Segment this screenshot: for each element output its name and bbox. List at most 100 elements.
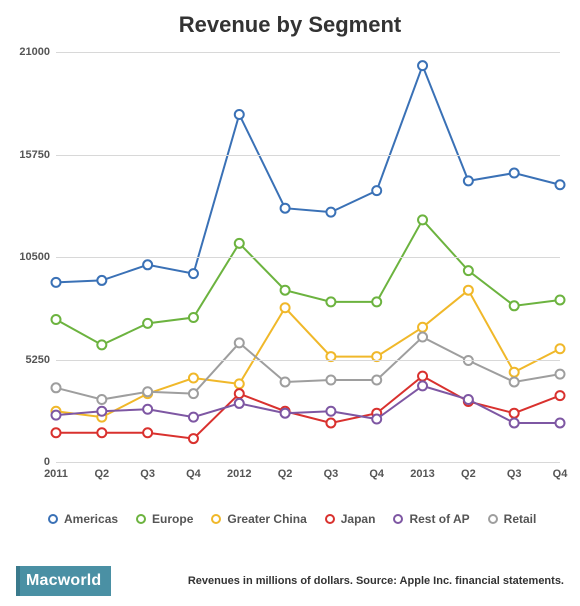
series-marker [189,434,198,443]
series-marker [97,276,106,285]
x-axis-label: Q2 [278,468,293,480]
legend-marker-icon [488,514,498,524]
x-axis-label: 2012 [227,468,251,480]
series-marker [143,405,152,414]
series-marker [464,266,473,275]
series-marker [281,204,290,213]
series-marker [235,239,244,248]
series-marker [372,186,381,195]
series-marker [326,297,335,306]
series-marker [510,301,519,310]
series-marker [326,208,335,217]
legend-item: Greater China [211,512,306,526]
series-line [56,220,560,345]
x-axis-label: Q4 [186,468,201,480]
series-marker [556,295,565,304]
series-marker [556,391,565,400]
series-marker [281,377,290,386]
grid-line [56,257,560,258]
series-marker [281,286,290,295]
legend-label: Americas [64,512,118,526]
series-marker [556,344,565,353]
grid-line [56,462,560,463]
series-marker [189,389,198,398]
series-marker [464,176,473,185]
legend-label: Japan [341,512,376,526]
x-axis-label: Q3 [507,468,522,480]
series-marker [235,379,244,388]
series-marker [326,407,335,416]
grid-line [56,52,560,53]
series-marker [97,407,106,416]
series-marker [52,278,61,287]
series-marker [143,428,152,437]
grid-line [56,360,560,361]
legend-item: Americas [48,512,118,526]
series-marker [143,260,152,269]
series-marker [372,297,381,306]
chart-area: 052501050015750210002011Q2Q3Q42012Q2Q3Q4… [16,46,564,486]
series-marker [235,399,244,408]
series-marker [418,323,427,332]
series-marker [556,180,565,189]
series-marker [235,389,244,398]
series-marker [52,315,61,324]
series-marker [281,303,290,312]
series-marker [418,381,427,390]
series-marker [189,374,198,383]
x-axis-label: Q3 [140,468,155,480]
series-marker [556,370,565,379]
series-marker [372,415,381,424]
series-marker [510,377,519,386]
brand-badge: Macworld [16,566,111,596]
chart-title: Revenue by Segment [16,12,564,38]
x-axis-label: 2013 [410,468,434,480]
x-axis-label: Q2 [94,468,109,480]
series-marker [556,418,565,427]
series-marker [97,428,106,437]
series-marker [510,418,519,427]
series-marker [510,409,519,418]
series-marker [510,368,519,377]
series-line [56,290,560,417]
series-marker [189,269,198,278]
series-marker [143,387,152,396]
series-marker [235,338,244,347]
legend-marker-icon [393,514,403,524]
plot-area: 052501050015750210002011Q2Q3Q42012Q2Q3Q4… [56,52,560,462]
legend-marker-icon [325,514,335,524]
legend-label: Europe [152,512,193,526]
series-marker [418,372,427,381]
series-marker [235,110,244,119]
series-marker [326,376,335,385]
y-axis-label: 15750 [19,149,50,161]
series-marker [418,61,427,70]
legend-marker-icon [211,514,221,524]
legend-item: Rest of AP [393,512,469,526]
x-axis-label: Q3 [324,468,339,480]
x-axis-label: Q4 [369,468,384,480]
legend-label: Retail [504,512,537,526]
legend-item: Japan [325,512,376,526]
series-marker [52,428,61,437]
series-marker [97,340,106,349]
series-marker [418,333,427,342]
series-marker [326,418,335,427]
series-marker [97,395,106,404]
y-axis-label: 5250 [26,354,50,366]
legend: Americas Europe Greater China Japan Rest of … [16,512,564,526]
legend-label: Greater China [227,512,306,526]
legend-item: Retail [488,512,537,526]
legend-item: Europe [136,512,193,526]
series-marker [372,376,381,385]
x-axis-label: Q4 [553,468,568,480]
series-marker [418,215,427,224]
y-axis-label: 21000 [19,46,50,58]
series-marker [52,411,61,420]
series-line [56,337,560,399]
series-marker [189,313,198,322]
legend-marker-icon [136,514,146,524]
series-marker [52,383,61,392]
legend-label: Rest of AP [409,512,469,526]
x-axis-label: 2011 [44,468,68,480]
